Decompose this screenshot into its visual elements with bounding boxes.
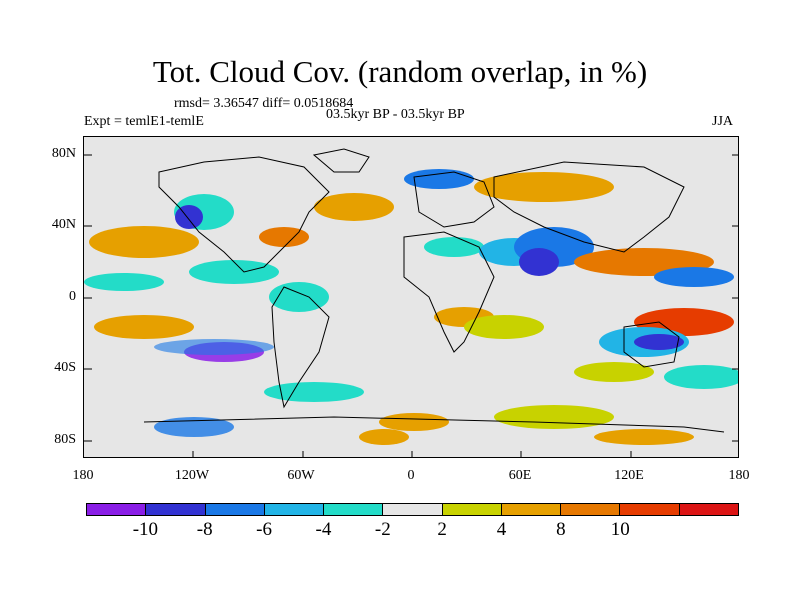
colorbar (86, 503, 739, 516)
lon-label-60e: 60E (508, 468, 532, 483)
lat-label-80n: 80N (51, 146, 76, 161)
colorbar-label: -4 (315, 519, 332, 540)
colorbar-label: 2 (437, 519, 447, 540)
lat-label-40n: 40N (51, 217, 76, 232)
colorbar-box (324, 504, 384, 515)
coastlines (143, 148, 725, 433)
colorbar-box (264, 504, 325, 515)
colorbar-box (383, 504, 443, 515)
colorbar-box (501, 504, 562, 515)
colorbar-label: -2 (374, 519, 391, 540)
lon-label-120w: 120W (174, 468, 210, 483)
lon-label-120e: 120E (614, 468, 644, 483)
colorbar-box (87, 504, 147, 515)
colorbar-box (679, 504, 738, 515)
lat-label-equator: 0 (69, 289, 76, 304)
colorbar-box (561, 504, 621, 515)
colorbar-box (442, 504, 502, 515)
experiment-label: Expt = temlE1-temlE (84, 114, 204, 129)
colorbar-label: -8 (196, 519, 213, 540)
colorbar-label: 10 (610, 519, 630, 540)
lon-label-60w: 60W (287, 468, 315, 483)
no-change-background (84, 137, 738, 457)
map-title: Tot. Cloud Cov. (random overlap, in %) (152, 54, 648, 89)
lat-label-40s: 40S (54, 360, 76, 375)
season-label: JJA (712, 114, 734, 129)
colorbar-label: 8 (556, 519, 566, 540)
lon-label-0: 0 (407, 468, 415, 483)
colorbar-box (620, 504, 680, 515)
colorbar-label: -10 (132, 519, 159, 540)
map-plot-area (83, 136, 739, 458)
colorbar-label: 4 (496, 519, 507, 540)
colorbar-label: -6 (256, 519, 272, 540)
axis-ticks (84, 154, 738, 457)
colorbar-box (205, 504, 265, 515)
cloud-cover-anomaly-map (84, 137, 738, 457)
lon-label-180e: 180 (728, 468, 750, 483)
stats-line: rmsd= 3.36547 diff= 0.0518684 (174, 96, 354, 111)
lon-label-180w: 180 (72, 468, 94, 483)
colorbar-box (146, 504, 206, 515)
period-label: 03.5kyr BP - 03.5kyr BP (326, 107, 465, 122)
lat-label-80s: 80S (54, 432, 76, 447)
